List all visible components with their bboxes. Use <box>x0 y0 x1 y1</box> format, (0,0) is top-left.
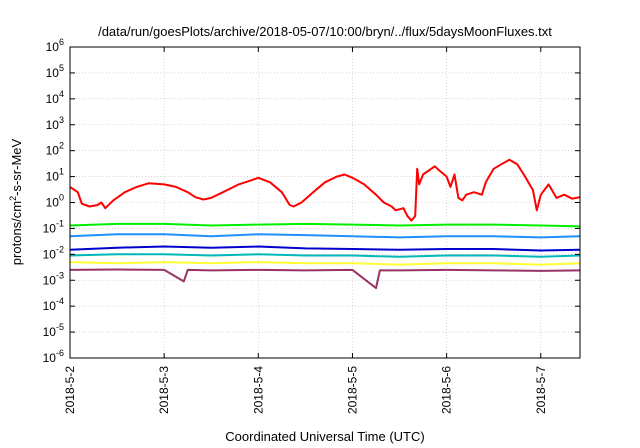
y-tick-exponent: 5 <box>59 63 64 73</box>
ticks <box>69 46 580 359</box>
y-axis-title-part-2: -s-sr-MeV <box>9 138 24 195</box>
y-tick-exponent: 1 <box>59 167 64 177</box>
y-tick-exponent: -5 <box>56 322 64 332</box>
series-line-3 <box>69 233 581 239</box>
y-axis-title-sup: 2 <box>8 196 18 201</box>
chart-title: /data/run/goesPlots/archive/2018-05-07/1… <box>98 24 552 39</box>
series-line-7 <box>69 268 581 290</box>
x-tick-label: 2018-5-3 <box>157 366 171 414</box>
y-tick-label: 104 <box>46 89 64 106</box>
y-tick-label: 100 <box>46 193 64 210</box>
y-tick-exponent: 0 <box>59 193 64 203</box>
y-tick-base: 10 <box>43 247 57 261</box>
x-tick-labels: 2018-5-2 2018-5-3 2018-5-4 2018-5-5 2018-5-6… <box>63 366 548 414</box>
y-tick-exponent: -4 <box>56 296 64 306</box>
y-axis-title-part-1: protons/cm <box>9 201 24 265</box>
y-tick-base: 10 <box>43 325 57 339</box>
y-tick-base: 10 <box>43 273 57 287</box>
y-tick-label: 10-2 <box>43 244 64 261</box>
x-axis-title: Coordinated Universal Time (UTC) <box>225 429 424 444</box>
y-tick-exponent: -2 <box>56 244 64 254</box>
series-layer <box>69 158 581 290</box>
series-line-2 <box>69 222 581 228</box>
y-tick-label: 101 <box>46 167 64 184</box>
y-tick-label: 10-4 <box>43 296 64 313</box>
x-tick-label: 2018-5-4 <box>251 366 265 414</box>
y-tick-label: 105 <box>46 63 64 80</box>
y-tick-base: 10 <box>46 196 60 210</box>
grid <box>70 47 580 358</box>
y-tick-base: 10 <box>43 351 57 365</box>
y-tick-exponent: 3 <box>59 115 64 125</box>
y-tick-exponent: 2 <box>59 141 64 151</box>
y-tick-label: 10-1 <box>43 218 64 235</box>
y-tick-labels: 10-610-510-410-310-210-11001011021031041… <box>43 37 64 365</box>
y-tick-base: 10 <box>46 144 60 158</box>
y-tick-label: 102 <box>46 141 64 158</box>
y-axis-title: protons/cm2-s-sr-MeV <box>8 138 24 265</box>
y-tick-base: 10 <box>46 92 60 106</box>
y-tick-base: 10 <box>46 170 60 184</box>
y-tick-exponent: 6 <box>59 37 64 47</box>
y-tick-base: 10 <box>43 221 57 235</box>
y-tick-label: 10-3 <box>43 270 64 287</box>
y-tick-base: 10 <box>46 118 60 132</box>
y-tick-exponent: -1 <box>56 218 64 228</box>
series-line-1 <box>69 158 581 222</box>
y-tick-label: 10-6 <box>43 348 64 365</box>
y-tick-exponent: 4 <box>59 89 64 99</box>
series-line-5 <box>69 253 581 258</box>
x-tick-label: 2018-5-7 <box>534 366 548 414</box>
x-tick-label: 2018-5-6 <box>440 366 454 414</box>
y-tick-label: 103 <box>46 115 64 132</box>
y-tick-label: 106 <box>46 37 64 54</box>
y-tick-base: 10 <box>46 66 60 80</box>
y-tick-exponent: -3 <box>56 270 64 280</box>
y-tick-label: 10-5 <box>43 322 64 339</box>
y-tick-base: 10 <box>46 40 60 54</box>
series-line-4 <box>69 245 581 252</box>
y-tick-exponent: -6 <box>56 348 64 358</box>
x-tick-label: 2018-5-5 <box>345 366 359 414</box>
x-tick-label: 2018-5-2 <box>63 366 77 414</box>
y-tick-base: 10 <box>43 299 57 313</box>
series-line-6 <box>69 261 581 266</box>
